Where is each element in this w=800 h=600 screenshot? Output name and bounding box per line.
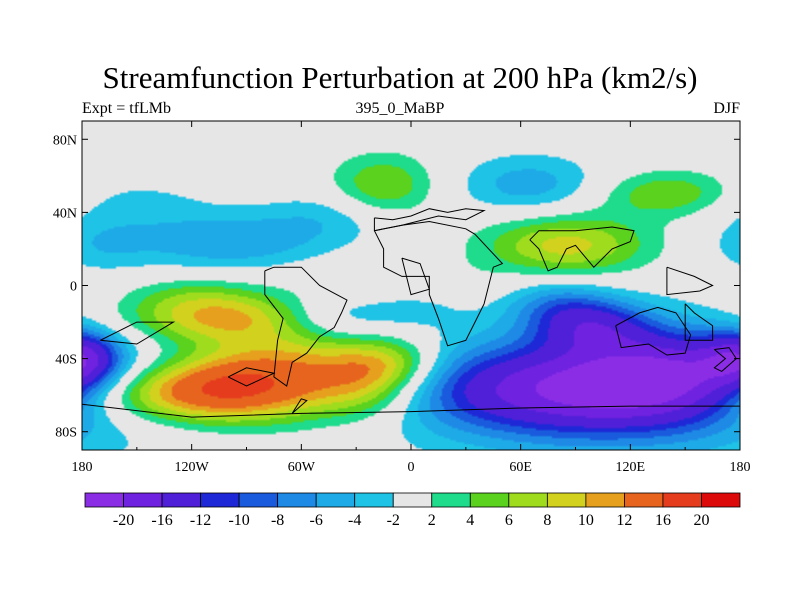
- colorbar-swatch: [431, 492, 471, 508]
- y-tick-label: 40N: [53, 206, 77, 221]
- colorbar-swatch: [354, 492, 394, 508]
- coastline-3: [615, 306, 692, 356]
- coastline-4: [666, 266, 714, 296]
- colorbar-swatch: [662, 492, 702, 508]
- y-tick-label: 80S: [55, 426, 77, 441]
- x-tick-label: 120W: [175, 460, 210, 475]
- colorbar-swatch: [238, 492, 279, 508]
- coastline-8: [291, 398, 308, 414]
- colorbar-label: -6: [310, 512, 323, 529]
- x-tick-label: 180: [72, 460, 93, 475]
- colorbar-swatch: [161, 492, 201, 508]
- colorbar-label: -10: [228, 512, 249, 529]
- colorbar-swatch: [277, 492, 317, 508]
- coastline-1: [373, 220, 504, 347]
- y-tick-label: 40S: [55, 353, 77, 368]
- run-label: 395_0_MaBP: [355, 100, 445, 117]
- colorbar-label: 10: [578, 512, 594, 529]
- colorbar-label: 4: [466, 512, 474, 529]
- coastline-12: [401, 257, 430, 296]
- coastline-layer: [82, 208, 740, 418]
- axes-layer: 180 120W 60W 0 60E 120E 180 80N 40N 0 40S 80S: [53, 121, 751, 475]
- coastline-9: [100, 321, 176, 345]
- colorbar-swatch: [469, 492, 510, 508]
- colorbar-label: 12: [616, 512, 632, 529]
- colorbar-label: 16: [655, 512, 671, 529]
- experiment-label: Expt = tfLMb: [82, 100, 172, 117]
- coastline-7: [82, 403, 740, 418]
- coastline-2: [264, 266, 348, 387]
- colorbar-swatch: [624, 492, 664, 508]
- x-tick-label: 0: [408, 460, 415, 475]
- coastline-6: [713, 347, 737, 372]
- colorbar-label: -12: [190, 512, 211, 529]
- colorbar-swatch: [701, 492, 741, 508]
- colorbar-label: -20: [113, 512, 134, 529]
- colorbar-label: 20: [693, 512, 709, 529]
- y-tick-label: 80N: [53, 133, 77, 148]
- colorbar-label: -16: [151, 512, 172, 529]
- colorbar-swatch: [315, 492, 356, 508]
- colorbar-swatch: [84, 492, 124, 508]
- colorbar-label: 8: [543, 512, 551, 529]
- y-tick-label: 0: [70, 280, 77, 295]
- colorbar-swatch: [546, 492, 587, 508]
- colorbar-swatch: [585, 492, 625, 508]
- coastline-10: [227, 367, 276, 387]
- colorbar-swatch: [200, 492, 240, 508]
- coastline-5: [684, 303, 714, 341]
- colorbar-label: 6: [505, 512, 513, 529]
- x-tick-label: 60E: [509, 460, 532, 475]
- colorbar: -20 -16 -12 -10 -8 -6 -4 -2 2 4 6 8 10 12 16 20: [84, 492, 741, 529]
- colorbar-label: -2: [387, 512, 400, 529]
- contour-field: [82, 121, 740, 450]
- colorbar-label: -8: [271, 512, 284, 529]
- chart-title: Streamfunction Perturbation at 200 hPa (…: [102, 60, 698, 95]
- x-tick-label: 120E: [616, 460, 646, 475]
- colorbar-label: -4: [348, 512, 361, 529]
- x-tick-label: 180: [730, 460, 751, 475]
- colorbar-swatch: [392, 492, 433, 508]
- colorbar-label: 2: [428, 512, 436, 529]
- colorbar-swatch: [508, 492, 548, 508]
- colorbar-swatch: [123, 492, 163, 508]
- season-label: DJF: [713, 100, 740, 117]
- coastline-11: [529, 226, 635, 272]
- x-tick-label: 60W: [288, 460, 316, 475]
